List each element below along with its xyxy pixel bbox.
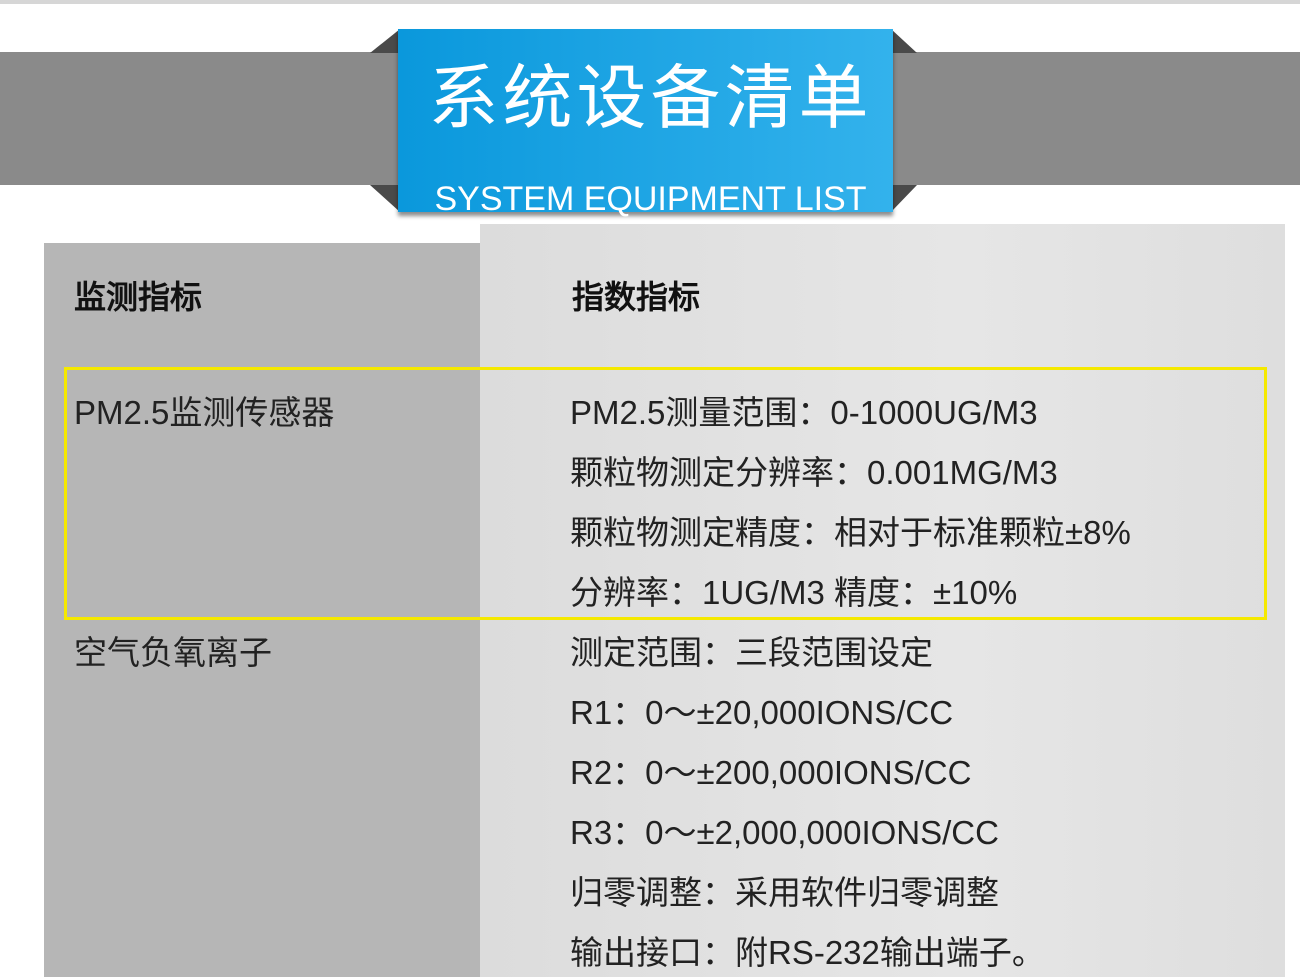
spec-line: 归零调整：采用软件归零调整 [570, 874, 999, 911]
spec-line: 分辨率：1UG/M3 精度：±10% [570, 574, 1018, 611]
title-en: SYSTEM EQUIPMENT LIST [434, 180, 867, 218]
spec-column [480, 224, 1285, 977]
title-banner: 系统设备清单 SYSTEM EQUIPMENT LIST [398, 29, 893, 218]
ribbon-fold [370, 29, 400, 53]
spec-line: 颗粒物测定精度：相对于标准颗粒±8% [570, 514, 1131, 551]
indicator-column [44, 243, 480, 977]
row-name: 空气负氧离子 [74, 634, 272, 671]
highlight-box [64, 367, 1267, 620]
header-indicator: 监测指标 [74, 278, 203, 316]
ribbon-fold [891, 29, 917, 53]
spec-line: 输出接口：附RS-232输出端子。 [570, 934, 1045, 971]
spec-line: 颗粒物测定分辨率：0.001MG/M3 [570, 454, 1058, 491]
ribbon-fold [370, 185, 400, 212]
title-zh: 系统设备清单 [428, 57, 873, 139]
spec-line: PM2.5测量范围：0-1000UG/M3 [570, 394, 1038, 431]
ribbon-fold [891, 185, 917, 212]
row-name: PM2.5监测传感器 [74, 394, 335, 431]
spec-line: 测定范围：三段范围设定 [570, 634, 933, 671]
spec-line: R3：0～±2,000,000IONS/CC [570, 814, 999, 851]
spec-line: R2：0～±200,000IONS/CC [570, 754, 972, 791]
spec-line: R1：0～±20,000IONS/CC [570, 694, 954, 731]
header-spec: 指数指标 [572, 278, 701, 316]
top-divider [0, 0, 1300, 4]
